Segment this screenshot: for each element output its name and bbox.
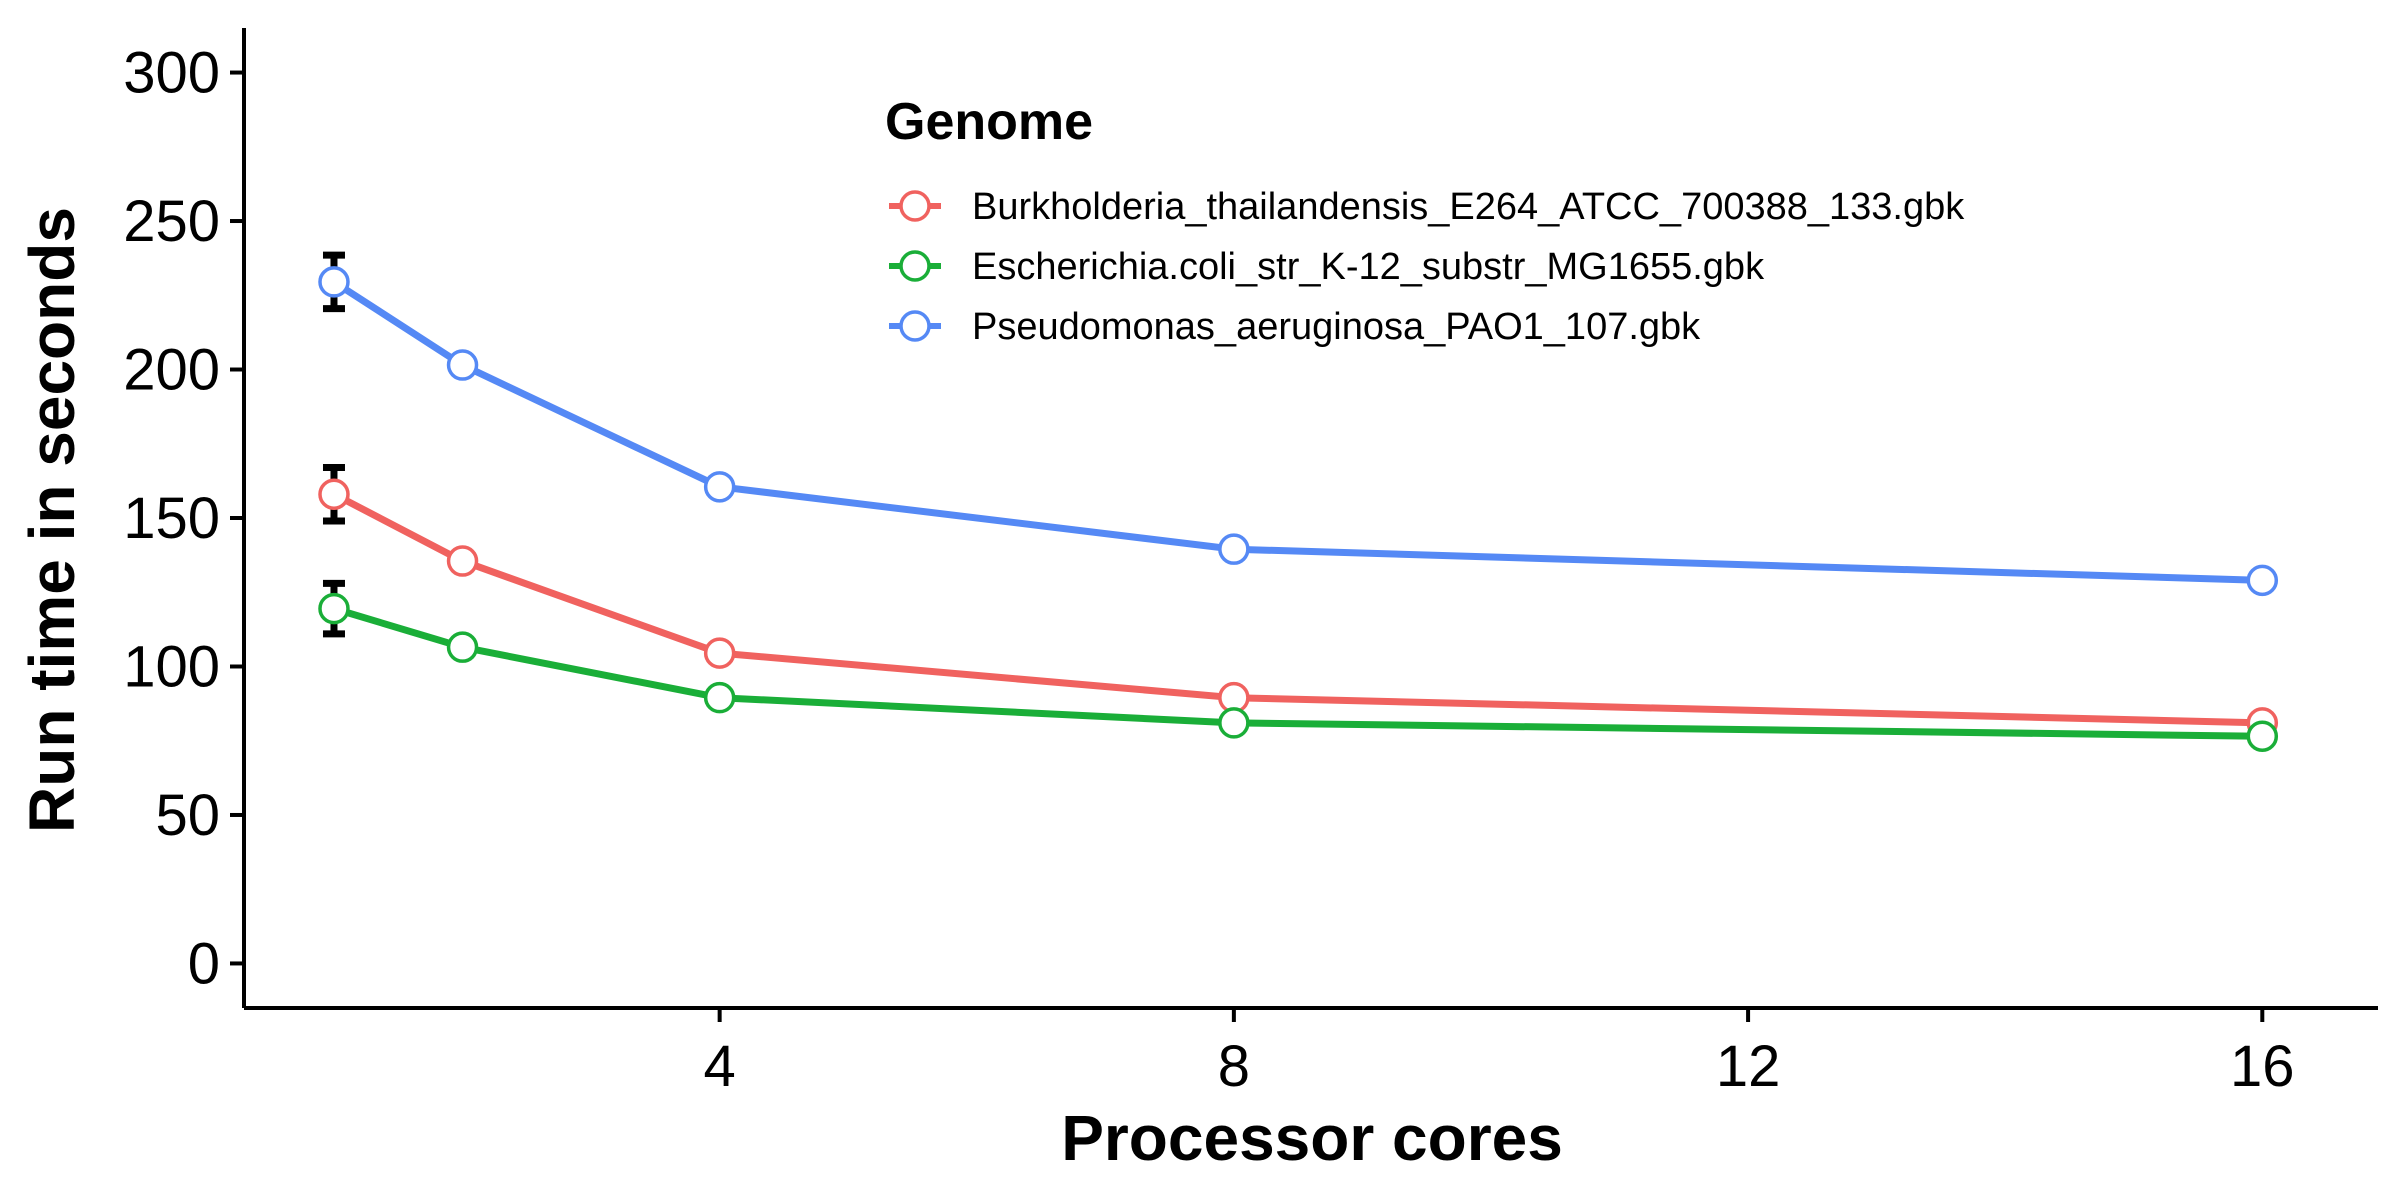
- y-tick-label: 200: [123, 338, 220, 403]
- series-line-1: [330, 490, 2266, 727]
- legend-key-marker: [899, 250, 931, 282]
- y-axis-title: Run time in seconds: [16, 207, 88, 833]
- legend-label: Pseudomonas_aeruginosa_PAO1_107.gbk: [972, 306, 1701, 348]
- data-point: [446, 349, 479, 381]
- data-point: [703, 471, 736, 503]
- data-point: [703, 637, 736, 669]
- x-tick-label: 4: [704, 1034, 736, 1099]
- data-point: [446, 545, 479, 577]
- data-point: [446, 631, 479, 663]
- legend-label: Burkholderia_thailandensis_E264_ATCC_700…: [972, 186, 1965, 228]
- plot-layer: 0 50 100 150 200 250 300 4 8 12 16: [123, 28, 2378, 1099]
- data-point: [318, 592, 350, 625]
- data-point: [703, 681, 736, 714]
- y-tick-label: 250: [123, 189, 220, 254]
- y-tick-label: 0: [188, 931, 220, 996]
- y-tick-label: 300: [123, 41, 220, 106]
- legend-label: Escherichia.coli_str_K-12_substr_MG1655.…: [972, 246, 1765, 288]
- x-tick-label: 8: [1218, 1034, 1250, 1099]
- y-tick-label: 50: [155, 783, 220, 848]
- data-point: [2246, 720, 2279, 753]
- legend-key-marker: [899, 310, 931, 342]
- data-point: [2246, 564, 2279, 597]
- data-point: [318, 478, 350, 510]
- data-point: [1218, 707, 1250, 739]
- x-axis-title: Processor cores: [1061, 1102, 1563, 1174]
- x-tick-label: 16: [2230, 1034, 2295, 1099]
- data-point: [1218, 533, 1250, 565]
- y-tick-label: 150: [123, 486, 220, 551]
- legend: Burkholderia_thailandensis_E264_ATCC_700…: [889, 186, 1965, 348]
- legend-key-marker: [899, 190, 931, 222]
- data-point: [318, 266, 350, 298]
- legend-title: Genome: [885, 93, 1093, 151]
- y-tick-label: 100: [123, 634, 220, 699]
- x-tick-label: 12: [1716, 1034, 1781, 1099]
